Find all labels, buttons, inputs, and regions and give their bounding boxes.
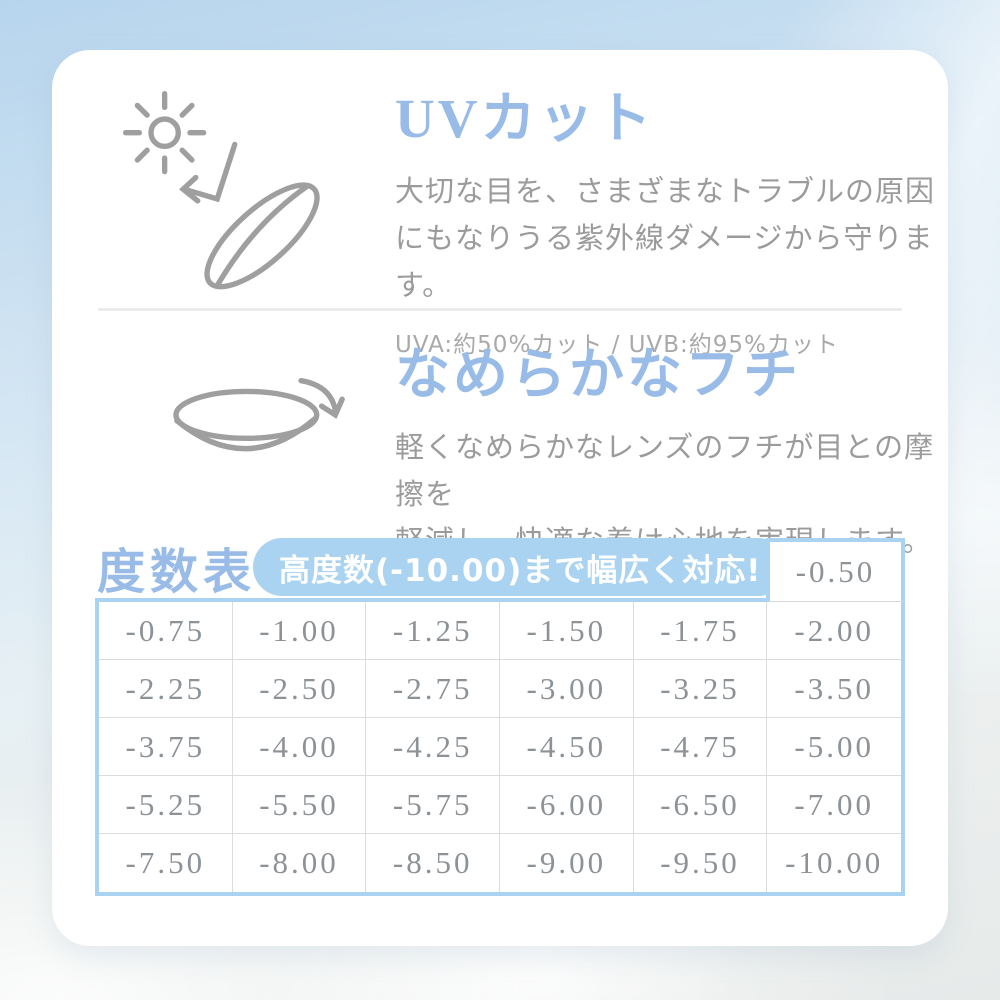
power-cell: -10.00	[785, 845, 884, 880]
power-cell: -2.75	[366, 660, 500, 718]
power-cell: -8.00	[233, 834, 367, 892]
power-cell: -1.50	[500, 602, 634, 660]
power-cell: -3.25	[633, 660, 768, 718]
power-cell: -3.50	[767, 660, 901, 718]
contact-lens-rotate-icon	[173, 377, 345, 452]
power-cell: -5.75	[366, 776, 500, 834]
uv-cut-stats: UVA:約50%カット / UVB:約95%カット	[395, 331, 839, 358]
power-cell: -2.25	[99, 660, 233, 718]
power-cell: -9.00	[500, 834, 634, 892]
power-cell: -8.50	[366, 834, 500, 892]
power-cell: -1.25	[366, 602, 500, 660]
power-cell: -7.00	[767, 776, 901, 834]
power-cell: -4.75	[633, 718, 768, 776]
power-cell: -3.00	[500, 660, 634, 718]
power-table-grid: -0.75 -1.00 -1.25 -1.50 -1.75 -2.00 -2.2…	[95, 598, 905, 896]
power-cell: -9.50	[634, 834, 768, 892]
power-cell: -6.50	[633, 776, 768, 834]
power-cell: -4.00	[232, 718, 367, 776]
power-cell: -2.00	[767, 602, 901, 660]
power-cell-first: -0.50	[766, 538, 905, 602]
power-cell: -5.25	[99, 776, 233, 834]
power-cell: -1.75	[633, 602, 768, 660]
smooth-edge-section: なめらかなフチ 軽くなめらかなレンズのフチが目との摩擦を 軽減し、快適な着け心地…	[395, 344, 948, 565]
power-table-section: 度数表 高度数(-10.00)まで幅広く対応! -0.50 -0.75 -1.0…	[95, 538, 905, 896]
power-table-title: 度数表	[97, 544, 257, 600]
power-cell: -2.50	[232, 660, 367, 718]
power-cell: -5.00	[767, 718, 901, 776]
power-cell: -4.50	[500, 718, 634, 776]
power-cell: -4.25	[366, 718, 500, 776]
section-divider	[98, 308, 902, 311]
power-cell: -3.75	[99, 718, 233, 776]
power-cell: -0.75	[99, 602, 233, 660]
power-cell: -5.50	[232, 776, 367, 834]
uv-section: UVカット 大切な目を、さまざまなトラブルの原因 にもなりうる紫外線ダメージから…	[395, 88, 948, 359]
uv-description-line1: 大切な目を、さまざまなトラブルの原因	[395, 173, 936, 208]
sun-uv-reflect-lens-icon	[123, 91, 320, 290]
product-info-card: UVカット 大切な目を、さまざまなトラブルの原因 にもなりうる紫外線ダメージから…	[52, 50, 948, 946]
uv-section-title: UVカット	[395, 88, 655, 149]
power-cell: -6.00	[500, 776, 634, 834]
power-cell: -1.00	[232, 602, 367, 660]
smooth-edge-description-line1: 軽くなめらかなレンズのフチが目との摩擦を	[395, 429, 935, 511]
smooth-edge-title: なめらかなフチ	[395, 344, 802, 405]
uv-description-line2: にもなりうる紫外線ダメージから守ります。	[395, 220, 934, 302]
high-power-badge: 高度数(-10.00)まで幅広く対応!	[253, 538, 788, 596]
power-cell: -7.50	[99, 834, 233, 892]
